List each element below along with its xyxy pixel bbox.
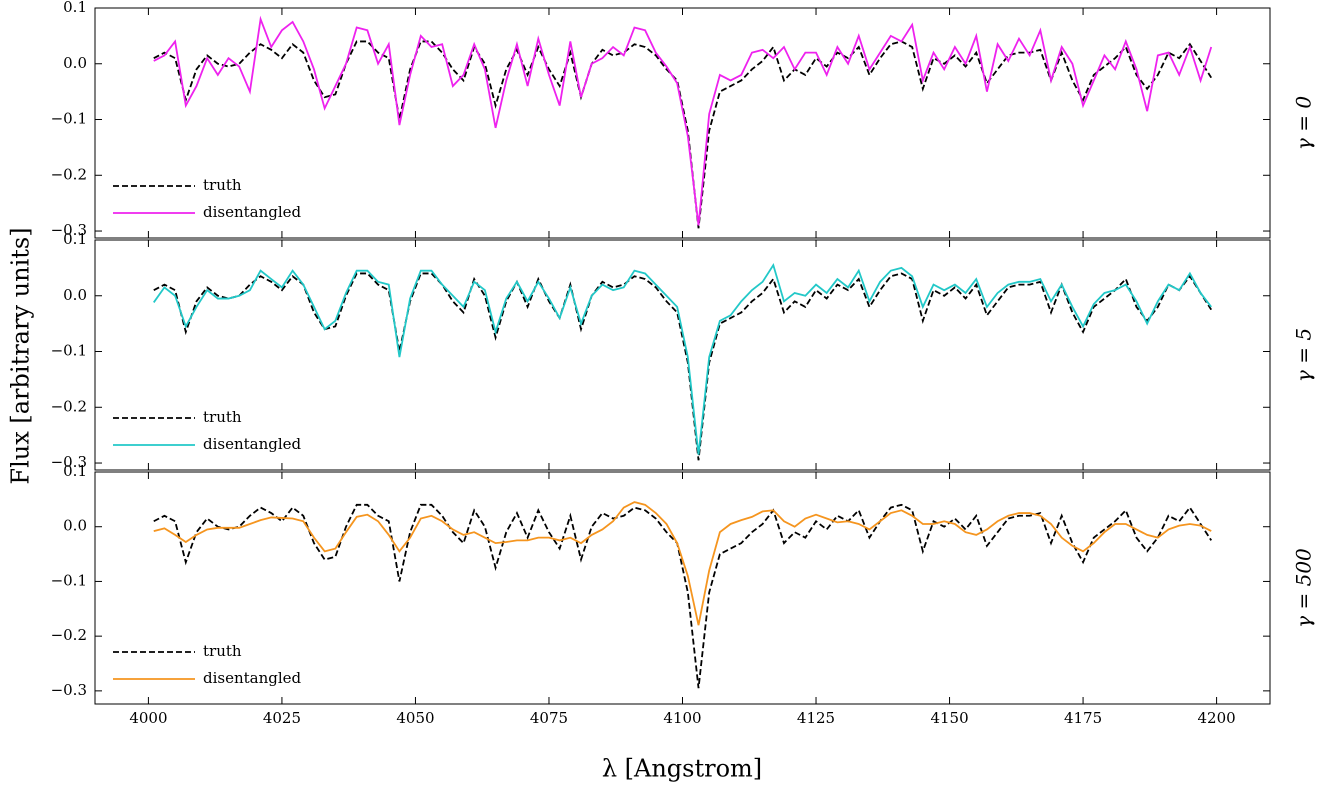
y-tick-label: −0.3	[51, 221, 87, 239]
y-tick-label: −0.1	[51, 571, 87, 589]
legend-label: truth	[203, 642, 242, 660]
y-tick-label: −0.2	[51, 165, 87, 183]
y-tick-label: −0.3	[51, 453, 87, 471]
x-tick-label: 4150	[930, 709, 968, 727]
legend-label: disentangled	[203, 203, 302, 221]
legend-label: truth	[203, 408, 242, 426]
x-tick-label: 4075	[530, 709, 568, 727]
y-tick-label: 0.0	[63, 517, 87, 535]
y-tick-label: 0.1	[63, 230, 87, 248]
y-tick-label: −0.1	[51, 342, 87, 360]
legend-label: disentangled	[203, 669, 302, 687]
panel-label: γ = 0	[1292, 96, 1316, 150]
y-tick-label: 0.1	[63, 462, 87, 480]
x-tick-label: 4175	[1064, 709, 1102, 727]
data-line	[153, 501, 1212, 626]
x-tick-label: 4125	[797, 709, 835, 727]
data-line	[153, 503, 1213, 689]
y-tick-label: −0.2	[51, 626, 87, 644]
data-line	[153, 15, 1213, 226]
x-axis-label: λ [Angstrom]	[602, 755, 762, 783]
panel-label: γ = 5	[1292, 328, 1316, 382]
y-tick-label: 0.1	[63, 0, 87, 16]
x-tick-label: 4050	[396, 709, 434, 727]
y-tick-label: −0.1	[51, 110, 87, 128]
x-tick-label: 4025	[263, 709, 301, 727]
x-tick-label: 4000	[129, 709, 167, 727]
legend-label: truth	[203, 176, 242, 194]
data-line	[153, 40, 1213, 229]
panel-label: γ = 500	[1292, 548, 1316, 628]
y-tick-label: 0.0	[63, 286, 87, 304]
y-tick-label: −0.2	[51, 397, 87, 415]
y-tick-label: −0.3	[51, 681, 87, 699]
x-tick-label: 4100	[663, 709, 701, 727]
data-line	[153, 272, 1213, 461]
data-line	[153, 262, 1212, 455]
legend-label: disentangled	[203, 435, 302, 453]
x-tick-label: 4200	[1197, 709, 1235, 727]
y-tick-label: 0.0	[63, 54, 87, 72]
y-axis-label: Flux [arbitrary units]	[7, 227, 35, 484]
